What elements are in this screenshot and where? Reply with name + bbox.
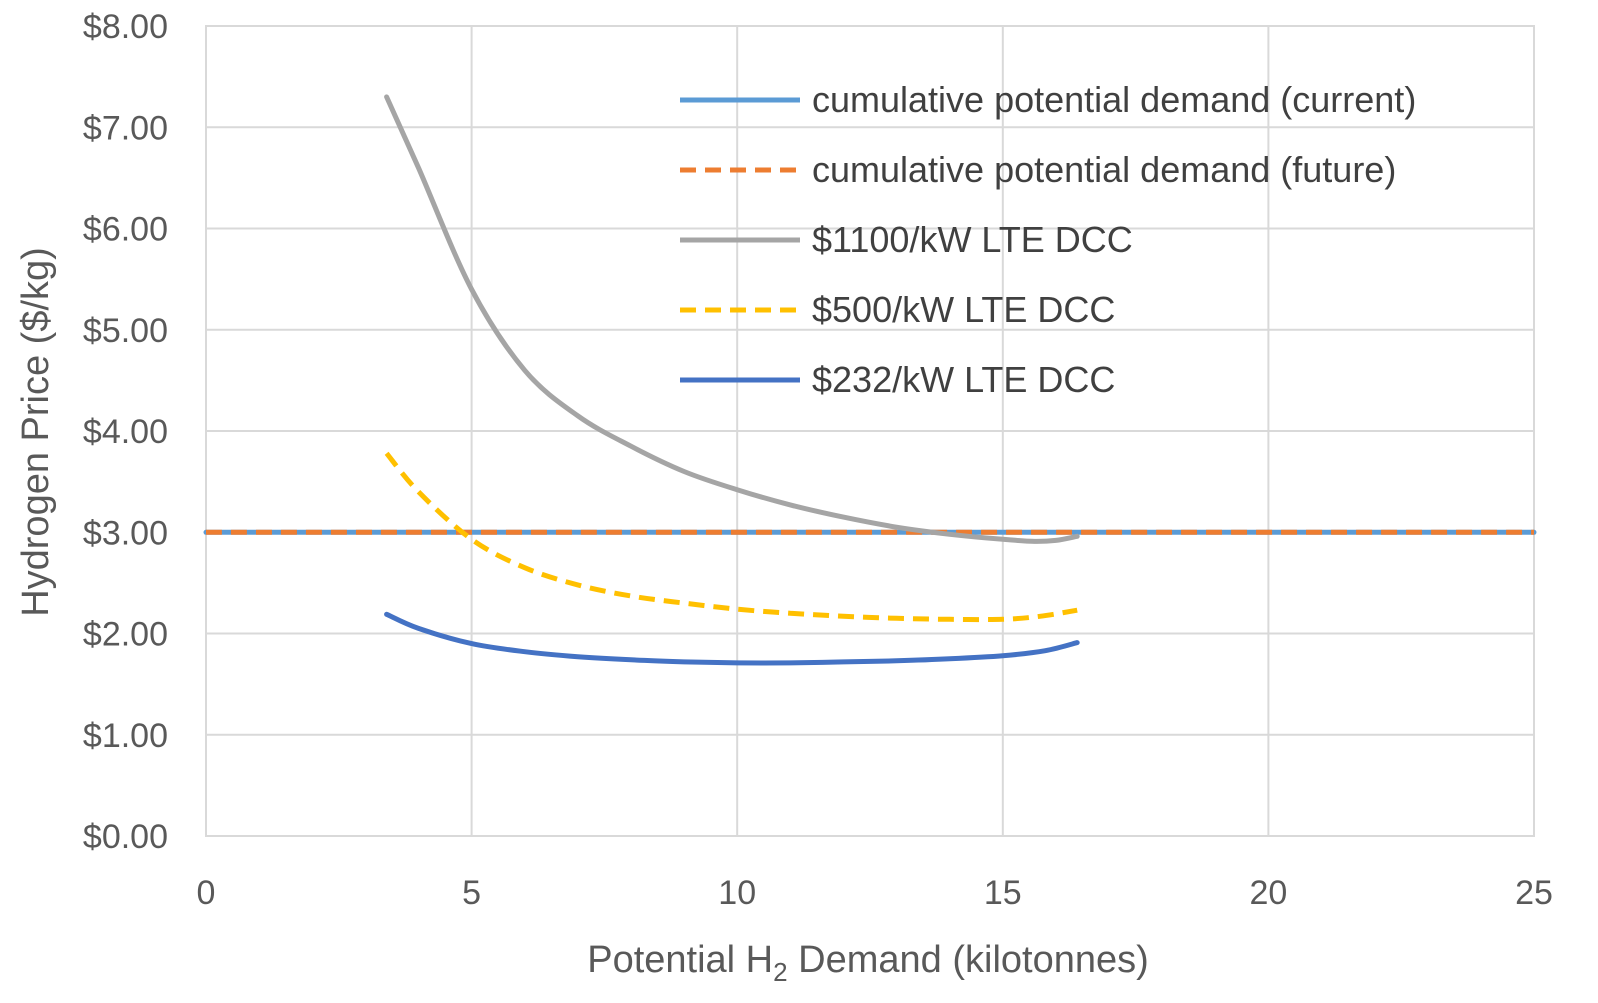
x-tick-label: 25 [1515,874,1553,912]
y-tick-label: $2.00 [83,616,168,654]
legend-item: $500/kW LTE DCC [680,289,1115,330]
legend-item: $232/kW LTE DCC [680,359,1115,400]
legend-label: $1100/kW LTE DCC [812,219,1133,260]
x-axis-title-prefix: Potential H [587,939,773,981]
series-line-500-kw-lte-dcc [384,451,1078,623]
legend-label: $500/kW LTE DCC [812,289,1115,330]
legend-label: $232/kW LTE DCC [812,359,1115,400]
x-tick-label: 15 [984,874,1022,912]
y-tick-label: $1.00 [83,717,168,755]
x-tick-label: 0 [197,874,216,912]
plot-area-border [205,25,1535,837]
y-tick-label: $5.00 [83,312,168,350]
series-layer [203,94,1537,666]
legend-item: cumulative potential demand (current) [680,79,1416,120]
series-line-232-kw-lte-dcc [384,611,1080,666]
legend: cumulative potential demand (current) cum… [680,79,1416,400]
legend-item: cumulative potential demand (future) [680,149,1396,190]
y-tick-label: $3.00 [83,514,168,552]
y-tick-label: $6.00 [83,211,168,249]
x-axis-title-suffix: Demand (kilotonnes) [788,939,1149,981]
x-tick-label: 10 [718,874,756,912]
legend-item: $1100/kW LTE DCC [680,219,1133,260]
y-tick-label: $8.00 [83,8,168,46]
x-axis-title: Potential H2 Demand (kilotonnes) [587,939,1149,987]
y-axis-tick-labels: $0.00 $1.00 $2.00 $3.00 $4.00 $5.00 $6.00 $7.00… [83,8,168,856]
x-axis-tick-labels: 0 5 10 15 20 25 [197,874,1553,912]
y-tick-label: $0.00 [83,818,168,856]
legend-label: cumulative potential demand (current) [812,79,1416,120]
x-tick-label: 5 [462,874,481,912]
y-tick-label: $7.00 [83,109,168,147]
x-tick-label: 20 [1249,874,1287,912]
gridlines [205,25,1535,837]
y-axis-title: Hydrogen Price ($/kg) [15,247,57,617]
y-tick-label: $4.00 [83,413,168,451]
x-axis-title-subscript: 2 [773,957,787,987]
legend-label: cumulative potential demand (future) [812,149,1396,190]
series-line-1100-kw-lte-dcc [384,94,1080,544]
